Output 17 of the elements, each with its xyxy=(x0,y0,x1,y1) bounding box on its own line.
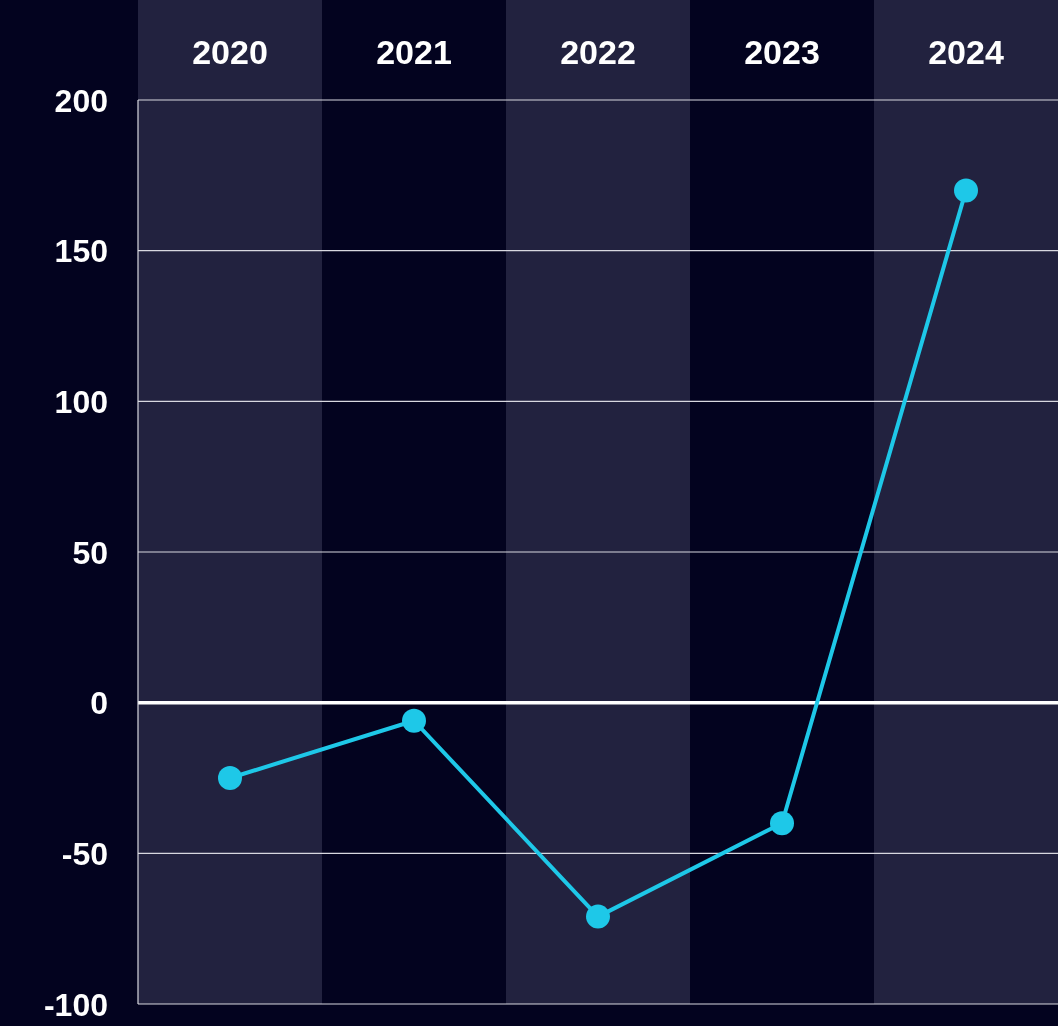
point xyxy=(954,178,978,203)
y-tick-label: -50 xyxy=(61,835,108,872)
y-tick-label: -100 xyxy=(43,986,108,1023)
point xyxy=(402,708,426,733)
x-tick-label: 2022 xyxy=(560,33,636,72)
x-tick-label: 2021 xyxy=(376,33,452,72)
y-tick-label: 150 xyxy=(54,233,108,270)
x-tick-label: 2020 xyxy=(192,33,268,72)
y-tick-label: 200 xyxy=(54,82,108,119)
y-tick-label: 50 xyxy=(72,534,108,571)
x-tick-label: 2024 xyxy=(928,33,1004,72)
point xyxy=(770,811,794,836)
y-tick-label: 100 xyxy=(54,383,108,420)
point xyxy=(586,904,610,929)
point xyxy=(218,766,242,790)
x-tick-label: 2023 xyxy=(744,33,820,72)
y-tick-label: 0 xyxy=(90,685,108,722)
